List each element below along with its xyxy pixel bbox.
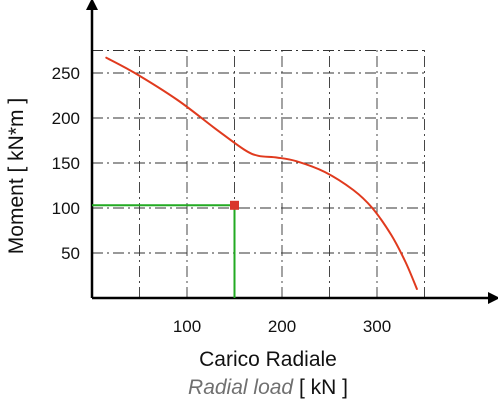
x-tick-label-100: 100 [173, 317, 201, 336]
x-tick-label-300: 300 [363, 317, 391, 336]
y-tick-label-100: 100 [52, 199, 80, 218]
x-axis-title: Carico Radiale [199, 348, 337, 371]
axes [86, 0, 498, 304]
x-axis-subtitle-italic: Radial load [188, 376, 294, 399]
series [105, 56, 418, 290]
grid [92, 46, 425, 298]
y-tick-label-200: 200 [52, 109, 80, 128]
x-axis-subtitle: Radial load [ kN ] [188, 376, 348, 399]
operating-point-marker [230, 200, 239, 210]
x-axis-subtitle-unit: [ kN ] [293, 376, 348, 399]
y-tick-label-50: 50 [61, 244, 80, 263]
tick-labels: 100 200 300 50 100 150 200 250 [52, 64, 392, 336]
guide-lines [92, 200, 239, 298]
y-tick-label-150: 150 [52, 154, 80, 173]
y-axis-title: Moment [ kN*m ] [5, 98, 28, 254]
series-line-0 [105, 56, 418, 290]
y-tick-label-250: 250 [52, 64, 80, 83]
x-tick-label-200: 200 [268, 317, 296, 336]
